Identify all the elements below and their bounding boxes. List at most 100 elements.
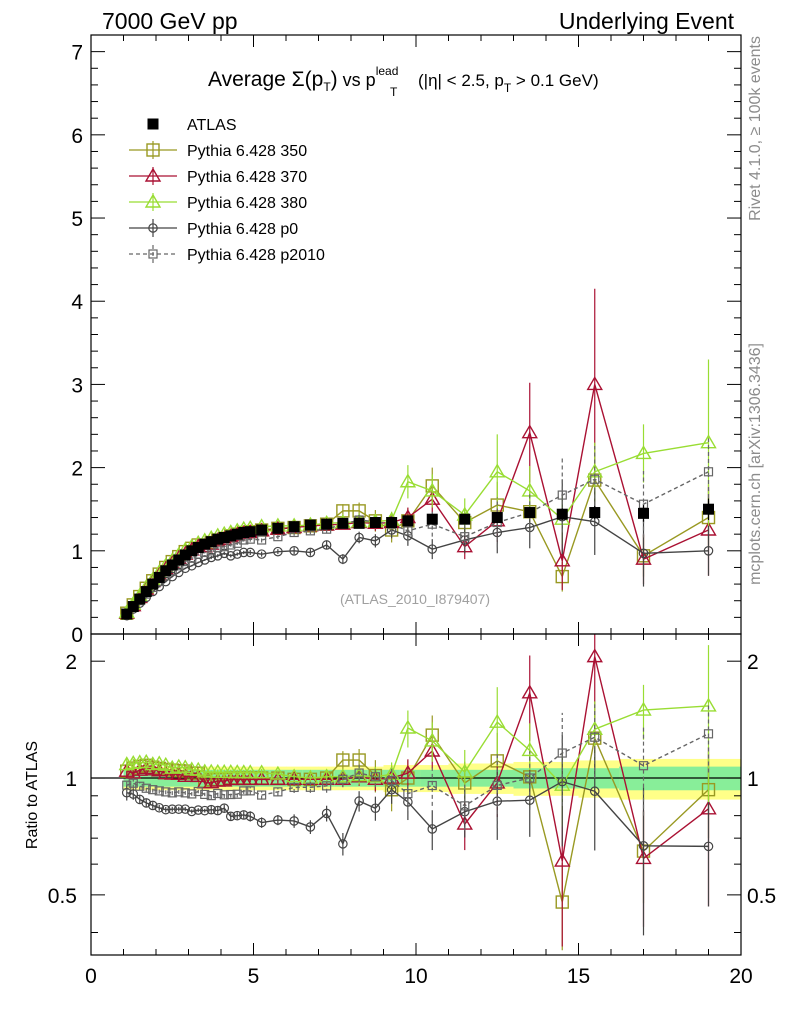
legend-marker xyxy=(146,143,160,157)
data-point xyxy=(140,586,152,598)
title-lead: lead xyxy=(376,64,399,78)
ratio-point xyxy=(256,817,267,828)
ratio-point xyxy=(427,780,437,791)
legend-label: Pythia 6.428 380 xyxy=(187,195,307,212)
ratio-point xyxy=(289,816,299,826)
ratio-point xyxy=(525,773,535,783)
point xyxy=(273,546,283,557)
ratio-point xyxy=(245,811,256,822)
ratio-point xyxy=(399,764,417,779)
plot-title: Average Σ(pT) vs plead T (|η| < 2.5, pT … xyxy=(208,64,599,99)
y-tick-label: 2 xyxy=(71,458,83,481)
ratio-point xyxy=(213,788,223,799)
series-line xyxy=(126,441,709,613)
series-line xyxy=(126,384,709,614)
ratio-point xyxy=(148,785,158,795)
point xyxy=(354,532,364,543)
ratio-point xyxy=(638,840,649,851)
axes: 0 5 10 15 20 0 1 2 3 4 5 6 7 0.5 0.5 1 1 2 2 xyxy=(48,34,776,988)
point xyxy=(238,547,249,558)
ratio-point xyxy=(200,789,210,800)
data-point xyxy=(369,517,381,529)
data-point xyxy=(491,512,503,524)
point xyxy=(424,482,441,497)
point xyxy=(557,490,567,500)
rivet-label: Rivet 4.1.0, ≥ 100k events xyxy=(747,36,764,221)
ratio-point xyxy=(193,805,204,815)
ratio-point xyxy=(164,759,181,774)
ratio-point xyxy=(161,787,171,797)
main-plot-area xyxy=(118,288,717,621)
ratio-point xyxy=(219,790,229,800)
point xyxy=(590,474,600,484)
ratio-point xyxy=(273,815,283,825)
ratio-point xyxy=(174,787,184,797)
data-point xyxy=(402,515,414,527)
ratio-point xyxy=(138,753,155,768)
data-point xyxy=(459,513,471,525)
ratio-point xyxy=(180,788,190,798)
ratio-point xyxy=(203,774,220,789)
legend-label: Pythia 6.428 350 xyxy=(187,143,307,160)
point xyxy=(225,550,236,561)
ratio-point xyxy=(554,852,571,867)
x-tick-label: 5 xyxy=(248,965,260,988)
ratio-point xyxy=(354,796,364,806)
title-average: Average xyxy=(208,68,292,91)
x-tick-label: 15 xyxy=(567,965,590,988)
ratio-point xyxy=(239,786,249,796)
point xyxy=(489,463,506,478)
x-tick-label: 0 xyxy=(85,965,97,988)
watermark: (ATLAS_2010_I879407) xyxy=(340,591,490,607)
ratio-tick-label-right: 2 xyxy=(747,651,759,674)
ratio-point xyxy=(703,729,714,739)
ratio-point xyxy=(147,800,158,811)
data-point xyxy=(426,513,438,525)
point xyxy=(586,376,603,391)
point xyxy=(427,544,438,554)
ratio-point xyxy=(289,782,299,793)
ratio-point xyxy=(122,780,132,790)
ratio-point xyxy=(336,753,350,767)
ratio-point xyxy=(187,789,197,799)
data-point xyxy=(160,565,172,577)
data-point xyxy=(337,517,349,529)
ratio-point xyxy=(557,748,567,758)
ratio-tick-label: 1 xyxy=(65,768,77,791)
ratio-point xyxy=(424,732,441,747)
ratio-tick-label: 0.5 xyxy=(48,885,77,908)
x-tick-label: 10 xyxy=(404,965,427,988)
point xyxy=(206,552,217,563)
ratio-point xyxy=(253,764,270,779)
legend-label: Pythia 6.428 p2010 xyxy=(187,247,325,264)
ratio-point xyxy=(154,786,164,796)
title-sub-t3: T xyxy=(504,81,512,95)
data-point xyxy=(353,517,365,529)
ratio-tick-label: 2 xyxy=(65,651,77,674)
legend-marker xyxy=(144,167,162,182)
point xyxy=(321,540,332,550)
ratio-point xyxy=(173,804,184,814)
ratio-point xyxy=(141,798,152,808)
series-1 xyxy=(118,288,717,619)
ratio-point xyxy=(456,763,473,778)
ratio-point xyxy=(154,802,165,813)
ratio-point xyxy=(589,786,600,797)
ratio-point xyxy=(242,764,259,779)
ratio-point xyxy=(338,774,348,784)
ratio-line xyxy=(126,705,709,787)
ratio-point xyxy=(269,765,287,780)
point xyxy=(305,547,316,558)
series-2 xyxy=(118,359,717,619)
data-point xyxy=(127,601,139,613)
ratio-plot-area xyxy=(118,634,717,951)
point xyxy=(256,549,267,559)
ratio-point xyxy=(167,788,177,798)
point xyxy=(370,536,381,546)
ratio-line xyxy=(126,656,709,862)
y-tick-label: 7 xyxy=(71,42,83,65)
ratio-point xyxy=(141,783,151,793)
ratio-point xyxy=(144,756,161,771)
ratio-line xyxy=(126,780,709,848)
